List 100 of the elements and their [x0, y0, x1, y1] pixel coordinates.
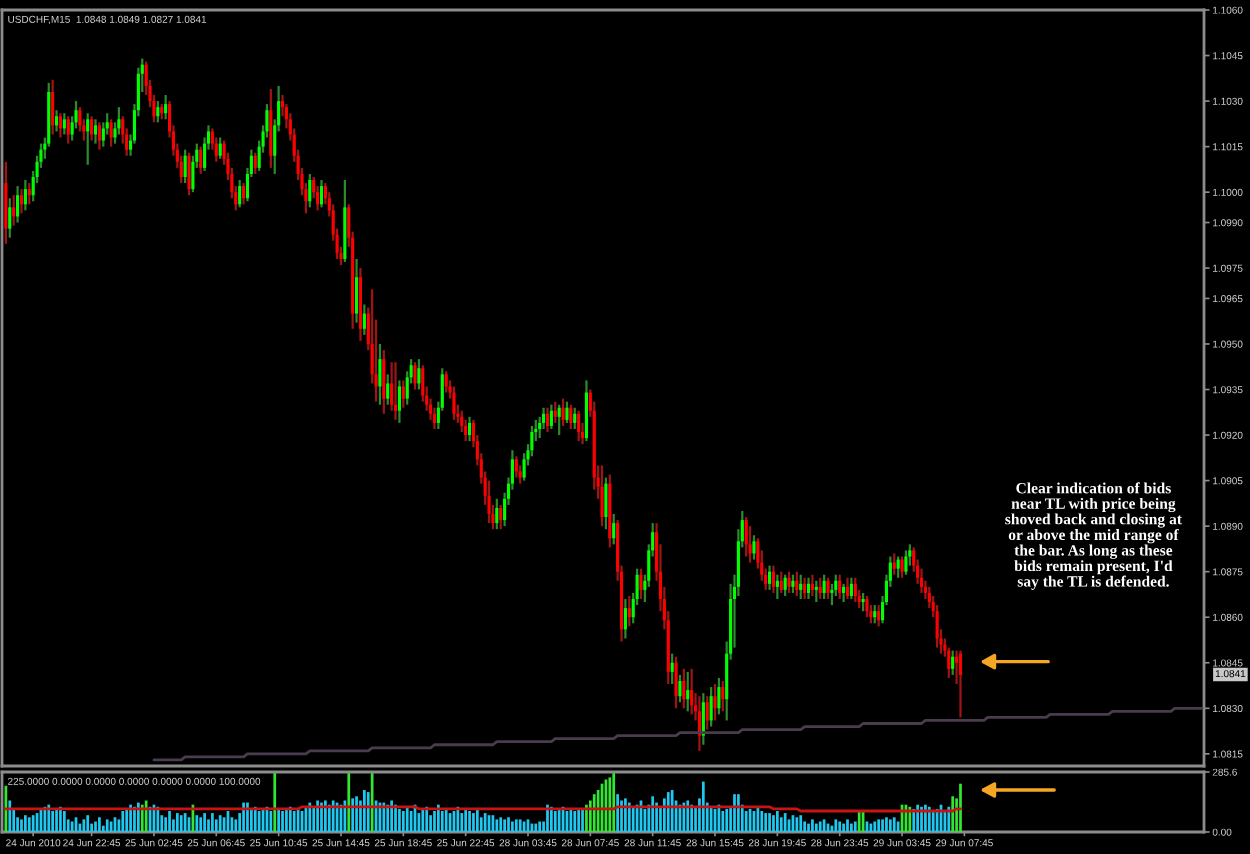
candlestick	[834, 573, 838, 598]
candlestick	[62, 112, 66, 136]
candlestick	[947, 646, 951, 680]
candlestick	[822, 573, 826, 601]
candlestick	[612, 512, 616, 546]
candlestick	[927, 585, 931, 610]
candlestick	[565, 400, 569, 425]
candlestick	[393, 361, 398, 421]
candlestick	[238, 178, 242, 209]
candlestick	[444, 370, 448, 394]
candlestick	[19, 188, 24, 215]
candlestick	[109, 118, 113, 148]
candlestick	[390, 361, 394, 412]
candlestick	[584, 379, 588, 443]
candlestick	[569, 403, 573, 431]
candlestick	[156, 99, 160, 124]
candlestick	[522, 452, 526, 482]
candlestick	[783, 573, 787, 598]
candlestick	[627, 594, 631, 628]
candlestick	[382, 348, 386, 415]
candlestick	[542, 406, 546, 431]
candlestick	[51, 78, 55, 136]
candlestick	[499, 503, 503, 531]
candlestick	[308, 172, 312, 209]
candlestick	[23, 178, 27, 212]
candlestick	[460, 409, 464, 434]
candlestick	[545, 406, 550, 434]
candlestick	[892, 552, 896, 576]
candlestick	[12, 194, 16, 227]
candlestick	[752, 534, 756, 561]
candlestick	[54, 109, 59, 133]
candlestick	[495, 497, 499, 531]
candlestick	[877, 603, 881, 628]
candlestick	[771, 564, 776, 595]
candlestick	[806, 576, 811, 601]
candlestick	[904, 549, 908, 576]
candlestick	[623, 597, 627, 640]
candlestick	[709, 685, 713, 728]
candlestick	[775, 573, 779, 601]
candlestick	[826, 576, 830, 601]
candlestick	[768, 564, 772, 592]
candlestick	[674, 655, 678, 710]
candlestick	[518, 464, 522, 485]
candlestick	[549, 403, 553, 431]
candlestick	[8, 197, 12, 239]
candlestick	[908, 543, 912, 567]
candlestick	[717, 676, 721, 716]
candlestick	[791, 573, 795, 595]
candlestick	[164, 93, 168, 121]
candlestick	[117, 106, 121, 136]
candlestick	[919, 567, 924, 595]
candlestick	[842, 582, 846, 604]
candlestick	[639, 567, 643, 601]
candlestick	[803, 576, 807, 601]
candlestick	[464, 418, 468, 443]
candlestick	[101, 121, 105, 148]
candlestick	[705, 695, 709, 731]
candlestick	[814, 579, 818, 604]
candlestick	[214, 136, 218, 163]
candlestick	[432, 406, 437, 431]
candlestick	[810, 573, 814, 598]
candlestick	[58, 112, 62, 139]
candlestick	[795, 570, 799, 598]
candlestick	[557, 403, 561, 437]
candlestick	[362, 303, 366, 336]
candlestick	[873, 603, 877, 625]
candlestick	[951, 649, 955, 677]
candlestick	[187, 151, 191, 197]
candlestick	[378, 342, 382, 406]
candlestick	[269, 87, 273, 169]
candlestick	[604, 476, 608, 531]
candlestick	[865, 594, 869, 619]
candlestick	[577, 409, 581, 443]
candlestick	[467, 415, 472, 443]
candlestick	[853, 576, 857, 604]
candlestick	[787, 570, 791, 595]
candlestick	[713, 682, 717, 722]
candlestick	[421, 364, 425, 403]
candlestick	[90, 115, 94, 142]
candlestick	[401, 379, 405, 409]
candlestick	[355, 257, 359, 324]
candlestick	[397, 379, 401, 425]
candlestick	[690, 667, 694, 716]
candlestick	[66, 115, 70, 145]
candlestick	[487, 479, 491, 525]
candlestick	[896, 555, 900, 579]
candlestick	[744, 515, 748, 558]
candlestick	[779, 570, 783, 595]
candlestick	[93, 118, 98, 145]
candlestick	[958, 649, 963, 719]
candlestick	[799, 573, 803, 601]
candlestick	[530, 424, 534, 458]
candlestick	[830, 582, 834, 607]
candlestick	[16, 184, 20, 224]
candlestick	[538, 415, 542, 440]
candlestick	[253, 151, 257, 176]
candlestick	[417, 358, 421, 391]
candlestick	[670, 652, 674, 686]
candlestick	[845, 576, 850, 601]
candlestick	[386, 373, 390, 406]
